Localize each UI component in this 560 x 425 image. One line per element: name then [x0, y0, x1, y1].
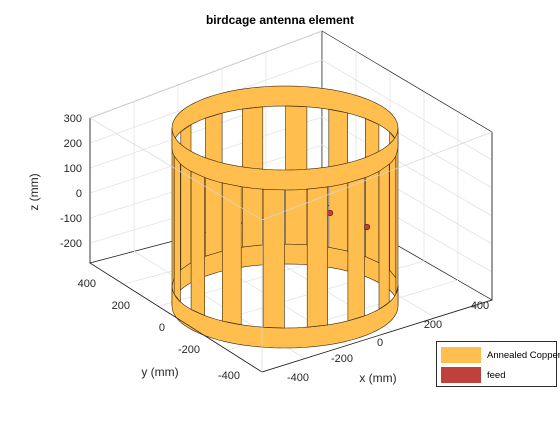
z-axis: 300 200 100 0 -100 -200 z (mm) [27, 113, 82, 250]
rung-front [395, 148, 399, 295]
z-tick-label: 200 [64, 138, 82, 150]
x-axis: -400 -200 0 200 400 x (mm) [287, 300, 489, 385]
y-axis-label: y (mm) [141, 365, 178, 379]
rung-front [222, 182, 242, 326]
x-tick-label: 0 [377, 337, 383, 349]
rung-front [378, 163, 390, 310]
x-tick-label: 400 [471, 300, 489, 312]
z-tick-label: 300 [64, 113, 82, 125]
z-axis-label: z (mm) [27, 173, 41, 210]
rung-back [364, 118, 380, 264]
y-tick-label: -200 [178, 344, 200, 356]
rung-back [205, 112, 223, 257]
copper-swatch-icon [441, 347, 481, 363]
ring-front [171, 285, 399, 349]
y-tick-label: 0 [159, 322, 165, 334]
rung-front [306, 186, 329, 328]
z-tick-label: 0 [76, 188, 82, 200]
y-tick-label: 200 [112, 300, 130, 312]
y-tick-label: 400 [78, 278, 96, 290]
x-tick-label: 200 [424, 319, 442, 331]
rung-front [347, 177, 365, 322]
y-axis: 400 200 0 -200 -400 y (mm) [78, 278, 240, 382]
feed-point [326, 209, 334, 217]
plot-title: birdcage antenna element [205, 13, 355, 27]
rung-front [262, 188, 285, 329]
feed-point [363, 223, 371, 231]
legend-item-feed[interactable]: feed [441, 366, 506, 384]
x-axis-label: x (mm) [359, 371, 396, 385]
x-tick-label: -400 [287, 372, 309, 384]
ring-front [171, 127, 399, 191]
birdcage-antenna [171, 85, 399, 349]
legend-label: feed [487, 369, 506, 381]
rung-front [190, 170, 205, 316]
axes-box-front [89, 117, 493, 373]
z-tick-label: -100 [60, 213, 82, 225]
feed-swatch-icon [441, 367, 481, 383]
rung-front [173, 155, 181, 303]
z-tick-label: 100 [64, 163, 82, 175]
legend[interactable]: Annealed Copper feed [436, 341, 560, 387]
legend-label: Annealed Copper [487, 349, 560, 361]
legend-item-copper[interactable]: Annealed Copper [441, 346, 560, 364]
rung-back [171, 139, 175, 286]
x-tick-label: -200 [331, 353, 353, 365]
z-tick-label: -200 [60, 238, 82, 250]
y-tick-label: -400 [218, 370, 240, 382]
